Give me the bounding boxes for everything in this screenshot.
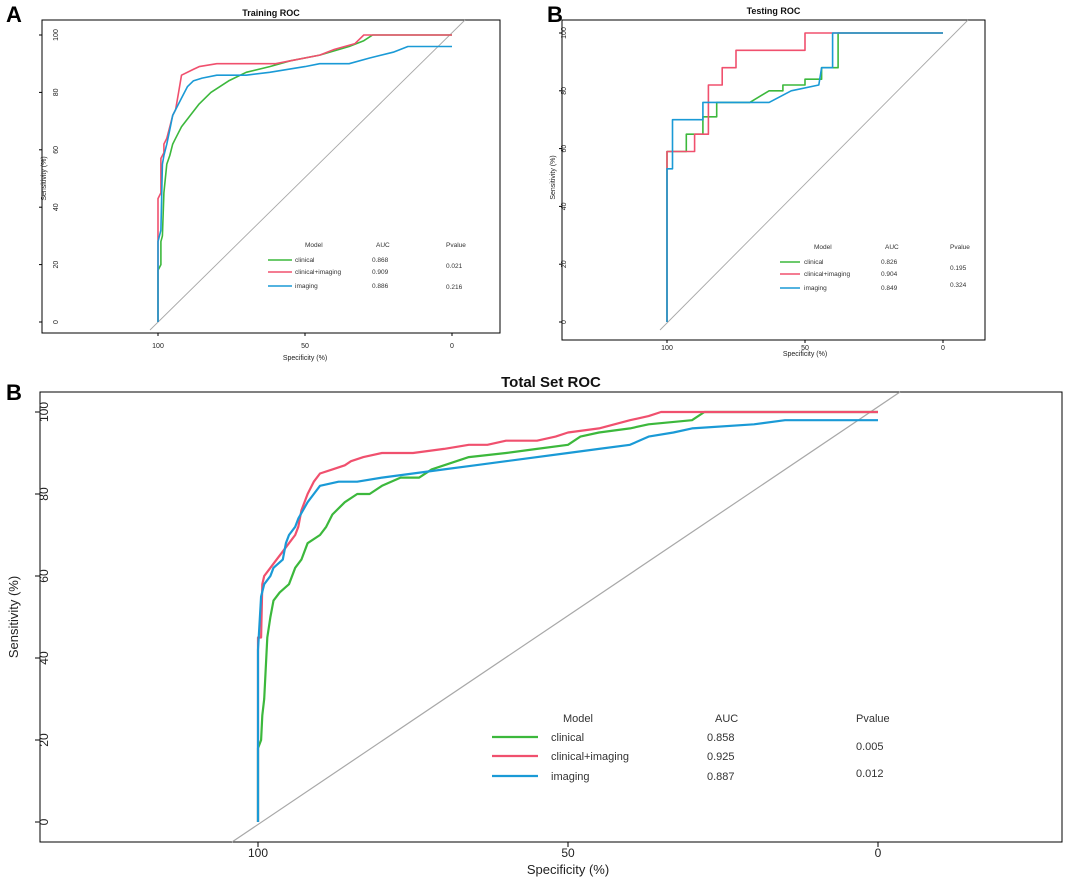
y-tick-label: 80: [53, 88, 60, 96]
legend-auc-value: 0.858: [707, 732, 735, 744]
legend-header-model: Model: [305, 242, 323, 249]
legend-model-name: clinical+imaging: [551, 751, 629, 763]
legend: Model AUC Pvalue clinical 0.858 clinical+imag…: [492, 713, 890, 783]
roc-series-imaging: [666, 32, 943, 322]
legend-model-name: imaging: [551, 771, 590, 783]
x-tick-label: 0: [450, 343, 454, 350]
legend-header-model: Model: [814, 244, 832, 251]
legend-pvalue: 0.324: [950, 282, 967, 289]
legend: Model AUC Pvalue clinical 0.826 clinical+imag…: [780, 244, 970, 292]
legend-auc-value: 0.887: [707, 771, 735, 783]
panel-letter-b-bottom: B: [6, 380, 22, 405]
roc-series-clinical: [157, 34, 452, 322]
x-tick-label: 100: [248, 846, 268, 860]
legend-model-name: imaging: [295, 283, 318, 290]
legend-auc-value: 0.868: [372, 257, 389, 264]
panel-letter-b-top: B: [547, 2, 563, 27]
x-tick-label: 50: [301, 343, 309, 350]
roc-series-clinical: [666, 32, 943, 322]
legend-auc-value: 0.925: [707, 751, 735, 763]
y-tick-label: 0: [53, 320, 60, 324]
plot-frame: [41, 19, 501, 334]
roc-series-clinical-imaging: [157, 34, 452, 322]
y-tick-label: 0: [37, 818, 51, 825]
roc-series-imaging: [157, 45, 452, 322]
legend-header-auc: AUC: [885, 244, 899, 251]
legend-auc-value: 0.886: [372, 283, 389, 290]
x-tick-label: 50: [801, 345, 809, 352]
x-tick-label: 100: [661, 345, 673, 352]
y-tick-label: 60: [561, 145, 568, 153]
y-tick-label: 20: [37, 733, 51, 747]
chart-title: Total Set ROC: [501, 374, 601, 391]
x-axis-label: Specificity (%): [783, 351, 827, 358]
y-tick-label: 40: [53, 203, 60, 211]
legend-header-auc: AUC: [376, 242, 390, 249]
y-tick-label: 40: [37, 651, 51, 665]
legend-pvalue: 0.021: [446, 263, 463, 270]
roc-series-clinical-imaging: [256, 410, 878, 822]
legend-auc-value: 0.909: [372, 269, 389, 276]
reference-diagonal: [149, 19, 466, 331]
chart-title: Training ROC: [242, 8, 300, 18]
y-axis-label: Sensitivity (%): [550, 155, 557, 199]
legend-model-name: clinical+imaging: [804, 271, 850, 278]
legend-header-pvalue: Pvalue: [950, 244, 970, 251]
roc-series-clinical: [256, 410, 878, 822]
legend-pvalue: 0.012: [856, 768, 884, 780]
y-tick-label: 20: [53, 261, 60, 269]
plot-frame: [561, 19, 986, 341]
y-tick-label: 60: [53, 146, 60, 154]
y-tick-label: 100: [37, 402, 51, 422]
y-tick-label: 100: [53, 29, 60, 41]
chart-total-roc: Total Set ROC 100 50 0 Specificity (%) 0 20 40 6…: [6, 374, 1063, 877]
reference-diagonal: [659, 19, 969, 331]
y-tick-label: 60: [37, 569, 51, 583]
y-tick-label: 0: [561, 320, 568, 324]
legend-model-name: clinical: [551, 732, 584, 744]
x-tick-label: 100: [152, 343, 164, 350]
x-axis-label: Specificity (%): [527, 862, 609, 877]
legend-header-pvalue: Pvalue: [446, 242, 466, 249]
legend-header-model: Model: [563, 713, 593, 725]
legend: Model AUC Pvalue clinical 0.868 clinical+imag…: [268, 242, 466, 291]
legend-auc-value: 0.826: [881, 259, 898, 266]
chart-testing-roc: Testing ROC 100 50 0 Specificity (%) 0 20 40 60 8…: [550, 6, 986, 358]
y-tick-label: 40: [561, 202, 568, 210]
y-tick-label: 20: [561, 260, 568, 268]
legend-header-pvalue: Pvalue: [856, 713, 890, 725]
legend-model-name: imaging: [804, 285, 827, 292]
y-axis-label: Sensitivity (%): [6, 576, 21, 658]
roc-series-imaging: [256, 419, 878, 822]
panel-letter-a: A: [6, 2, 22, 27]
legend-model-name: clinical: [804, 259, 824, 266]
legend-pvalue: 0.216: [446, 284, 463, 291]
legend-pvalue: 0.195: [950, 265, 967, 272]
y-tick-label: 80: [37, 487, 51, 501]
x-tick-label: 50: [561, 846, 575, 860]
y-axis-label: Sensitivity (%): [41, 156, 48, 200]
y-tick-label: 100: [561, 27, 568, 39]
y-tick-label: 80: [561, 87, 568, 95]
reference-diagonal: [231, 391, 901, 843]
roc-series-clinical-imaging: [666, 32, 943, 322]
legend-auc-value: 0.849: [881, 285, 898, 292]
legend-model-name: clinical: [295, 257, 315, 264]
legend-auc-value: 0.904: [881, 271, 898, 278]
legend-header-auc: AUC: [715, 713, 738, 725]
legend-pvalue: 0.005: [856, 741, 884, 753]
plot-frame: [39, 391, 1063, 843]
x-axis-label: Specificity (%): [283, 355, 327, 362]
x-tick-label: 0: [941, 345, 945, 352]
legend-model-name: clinical+imaging: [295, 269, 341, 276]
chart-training-roc: Training ROC 100 50 0 Specificity (%) 0 20 40 60…: [39, 8, 501, 362]
x-tick-label: 0: [875, 846, 882, 860]
chart-title: Testing ROC: [747, 6, 801, 16]
